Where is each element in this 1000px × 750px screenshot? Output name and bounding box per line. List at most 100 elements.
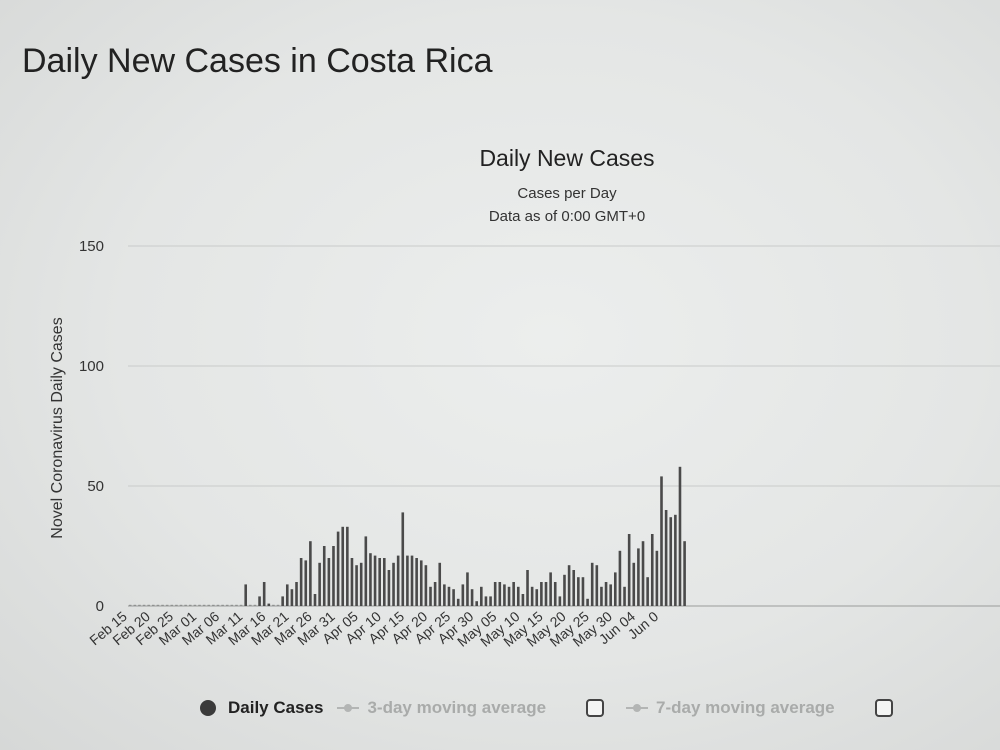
bar[interactable] [202, 604, 206, 606]
bar[interactable] [586, 598, 589, 606]
bar[interactable] [235, 604, 238, 606]
bar[interactable] [595, 565, 599, 606]
bar[interactable] [170, 604, 174, 606]
bar[interactable] [318, 562, 321, 606]
bar[interactable] [230, 604, 234, 606]
bar[interactable] [406, 555, 409, 606]
bar[interactable] [669, 517, 673, 606]
bar[interactable] [258, 596, 261, 606]
bar[interactable] [650, 534, 654, 606]
bar[interactable] [161, 604, 164, 606]
toggle-3-day-average-checkbox[interactable] [586, 699, 605, 717]
bar[interactable] [304, 560, 308, 606]
bar[interactable] [313, 594, 317, 606]
bar[interactable] [563, 574, 566, 606]
bar[interactable] [152, 604, 155, 606]
legend-item-3-day-average[interactable]: 3-day moving average [337, 698, 546, 718]
bar[interactable] [567, 565, 571, 606]
bar[interactable] [295, 582, 298, 606]
bar[interactable] [530, 586, 534, 606]
bar[interactable] [447, 586, 451, 606]
bar[interactable] [401, 512, 405, 606]
bar[interactable] [147, 604, 150, 606]
bar[interactable] [281, 596, 284, 606]
bar[interactable] [507, 586, 511, 606]
bar[interactable] [272, 604, 275, 606]
bar[interactable] [239, 604, 243, 606]
bar[interactable] [683, 541, 686, 606]
bar[interactable] [396, 555, 400, 606]
bar[interactable] [133, 604, 137, 606]
bar[interactable] [678, 466, 682, 606]
bar[interactable] [156, 604, 160, 606]
legend-item-7-day-average[interactable]: 7-day moving average [626, 698, 835, 718]
bar[interactable] [212, 604, 215, 606]
bar[interactable] [188, 604, 192, 606]
bar[interactable] [632, 562, 636, 606]
bar[interactable] [637, 548, 640, 606]
bar[interactable] [614, 572, 617, 606]
bar[interactable] [359, 562, 363, 606]
bar[interactable] [285, 584, 289, 606]
bar[interactable] [419, 560, 423, 606]
bar[interactable] [512, 582, 515, 606]
bar[interactable] [572, 570, 576, 606]
bar[interactable] [461, 584, 465, 606]
bar[interactable] [193, 604, 197, 606]
bar[interactable] [276, 604, 280, 606]
bar[interactable] [521, 594, 525, 606]
bar[interactable] [655, 550, 659, 606]
bar[interactable] [165, 604, 169, 606]
bar[interactable] [253, 604, 257, 606]
bar[interactable] [138, 604, 141, 606]
bar[interactable] [623, 586, 626, 606]
bar[interactable] [249, 604, 252, 606]
bar[interactable] [475, 601, 478, 606]
bar[interactable] [383, 558, 386, 606]
bar[interactable] [646, 577, 649, 606]
bar[interactable] [267, 603, 271, 606]
bar[interactable] [466, 572, 469, 606]
bar[interactable] [549, 572, 552, 606]
bar[interactable] [498, 582, 502, 606]
bar[interactable] [544, 582, 548, 606]
bar[interactable] [355, 565, 358, 606]
bar[interactable] [216, 604, 220, 606]
bar[interactable] [225, 604, 229, 606]
bar[interactable] [341, 526, 345, 606]
bar[interactable] [142, 604, 146, 606]
bar[interactable] [526, 570, 529, 606]
bar[interactable] [540, 582, 543, 606]
bar[interactable] [364, 536, 368, 606]
legend-item-daily-cases[interactable]: Daily Cases [200, 698, 323, 718]
bar[interactable] [503, 584, 506, 606]
bar[interactable] [309, 541, 312, 606]
bar[interactable] [221, 604, 224, 606]
bar[interactable] [244, 584, 247, 606]
bar[interactable] [346, 526, 349, 606]
bar[interactable] [198, 604, 201, 606]
bar[interactable] [433, 582, 437, 606]
bar[interactable] [350, 558, 354, 606]
bar[interactable] [480, 586, 483, 606]
bar-series-daily-cases[interactable] [128, 466, 686, 606]
bar[interactable] [262, 582, 266, 606]
bar[interactable] [128, 604, 132, 606]
bar[interactable] [590, 562, 594, 606]
bar[interactable] [627, 534, 631, 606]
bar[interactable] [429, 586, 432, 606]
bar[interactable] [489, 596, 492, 606]
bar[interactable] [373, 555, 377, 606]
bar[interactable] [604, 582, 608, 606]
bar[interactable] [674, 514, 677, 606]
bar[interactable] [415, 558, 418, 606]
bar[interactable] [336, 531, 340, 606]
bar[interactable] [424, 565, 428, 606]
bar[interactable] [470, 589, 474, 606]
bar[interactable] [332, 546, 335, 606]
bar[interactable] [184, 604, 187, 606]
bar[interactable] [553, 582, 557, 606]
bar[interactable] [327, 558, 331, 606]
bar[interactable] [452, 589, 455, 606]
bar[interactable] [322, 546, 326, 606]
